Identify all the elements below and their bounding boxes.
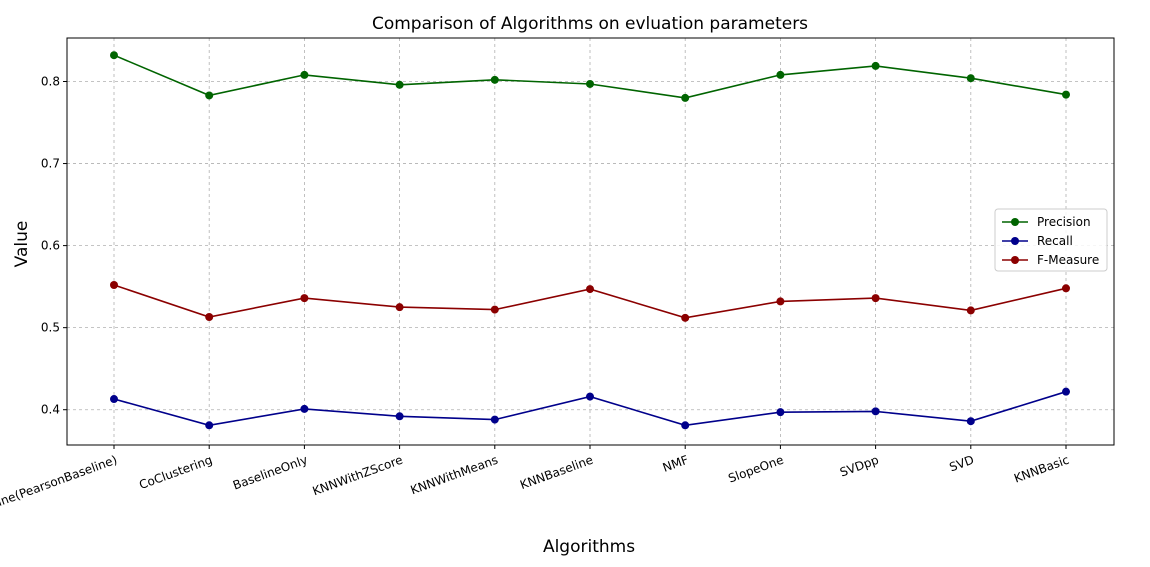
data-point-f-measure [966,306,975,315]
data-point-f-measure [871,294,880,303]
legend-swatch-marker [1011,237,1019,245]
legend-label: F-Measure [1037,253,1099,267]
data-point-f-measure [586,285,594,294]
data-point-recall [490,415,499,424]
y-axis-ticks: 0.4 0.5 0.6 0.7 0.8 [41,74,67,417]
y-axis-label: Value [12,221,32,268]
data-point-precision [1062,90,1070,99]
data-point-precision [205,91,214,100]
legend-box [994,208,1108,272]
legend-items: Precision Recall F-Measure [1002,215,1099,267]
y-tick-label: 0.6 [41,239,60,253]
y-tick-label: 0.4 [41,403,60,417]
data-point-recall [586,392,594,401]
data-point-precision [395,80,404,89]
data-point-f-measure [490,305,499,314]
data-point-precision [871,61,880,70]
series-recall [110,387,1070,430]
legend-item-f-measure: F-Measure [1002,253,1099,267]
data-point-precision [966,74,975,83]
y-tick-label: 0.8 [41,74,60,88]
series-f-measure [110,280,1070,322]
y-tick-label: 0.7 [41,157,60,171]
legend-swatch-marker [1011,256,1019,264]
chart-title: Comparison of Algorithms on evluation pa… [372,14,808,34]
legend-swatch-marker [1011,218,1019,226]
data-point-f-measure [681,313,690,322]
data-point-precision [681,93,690,102]
data-point-f-measure [110,280,118,289]
legend-label: Precision [1037,215,1091,229]
data-point-recall [395,412,404,421]
legend-item-precision: Precision [1002,215,1091,229]
data-point-precision [490,75,499,84]
data-point-recall [871,407,880,416]
data-point-recall [681,421,690,430]
x-axis-label: Algorithms [543,537,635,557]
data-point-recall [300,404,309,413]
data-point-f-measure [1062,284,1070,293]
legend: Precision Recall F-Measure [994,208,1108,272]
data-point-f-measure [776,297,785,306]
legend-label: Recall [1037,234,1073,248]
data-point-precision [586,79,594,88]
series-layer [110,51,1070,430]
legend-item-recall: Recall [1002,234,1073,248]
data-point-precision [300,70,309,79]
data-point-f-measure [395,303,404,312]
data-point-recall [1062,387,1070,396]
data-point-precision [776,70,785,79]
data-point-f-measure [205,312,214,321]
data-point-precision [110,51,118,60]
data-point-recall [776,408,785,417]
y-tick-label: 0.5 [41,321,60,335]
data-point-f-measure [300,294,309,303]
series-precision [110,51,1070,102]
data-point-recall [110,395,118,404]
data-point-recall [966,417,975,426]
data-point-recall [205,421,214,430]
